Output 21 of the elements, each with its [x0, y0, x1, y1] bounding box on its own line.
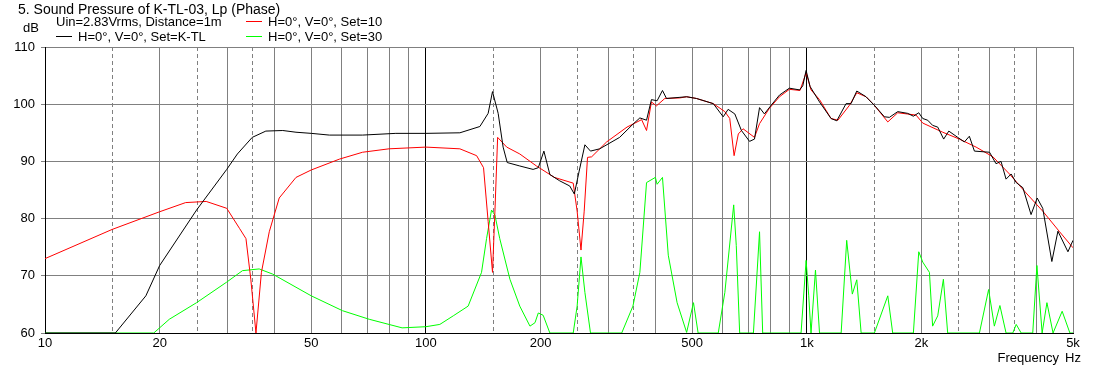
y-tick-label: 80 [20, 210, 35, 226]
y-tick-label: 70 [20, 267, 35, 283]
x-tick-label: 500 [681, 335, 703, 351]
legend-label: H=0°, V=0°, Set=K-TL [77, 29, 207, 44]
y-axis-title: dB [23, 20, 39, 36]
x-tick-label: 200 [529, 335, 552, 351]
y-tick-label: 90 [20, 152, 35, 168]
x-tick-label: 1k [799, 335, 815, 351]
x-tick-label: 50 [303, 335, 319, 351]
legend-label: H=0°, V=0°, Set=30 [267, 29, 384, 44]
x-axis-title: Frequency [997, 350, 1060, 366]
x-tick-label: 100 [415, 335, 437, 351]
y-tick-label: 100 [13, 95, 35, 111]
x-tick-label: 10 [37, 335, 53, 351]
y-tick-label: 110 [14, 38, 35, 54]
x-tick-label: 2k [914, 335, 929, 351]
y-tick-label: 60 [20, 324, 35, 340]
x-tick-label: 20 [152, 335, 167, 351]
x-tick-label: 5k [1066, 335, 1081, 351]
chart-title: 5. Sound Pressure of K-TL-03, Lp (Phase) [18, 1, 281, 17]
text: Hz [1065, 350, 1081, 366]
